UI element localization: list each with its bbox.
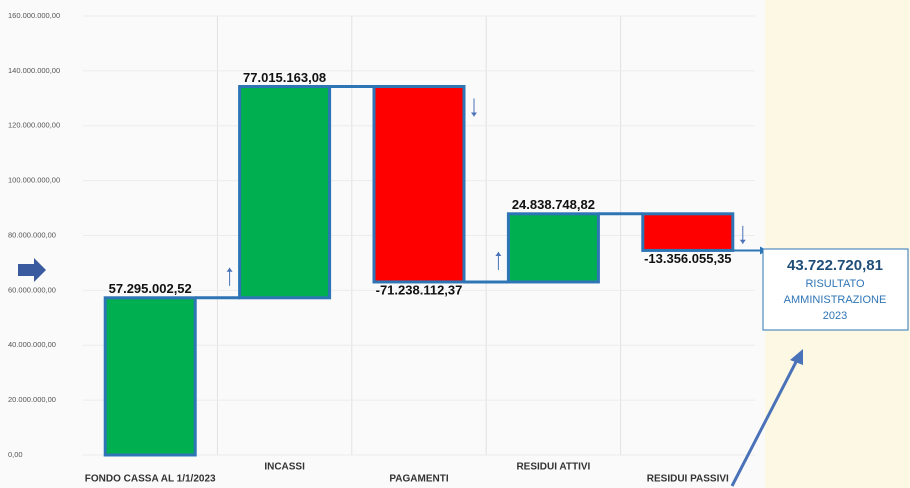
direction-arrow-head (495, 251, 502, 256)
y-tick-label: 100.000.000,00 (8, 176, 60, 185)
bar (238, 84, 332, 300)
pointer-line (730, 359, 799, 487)
result-text: AMMINISTRAZIONE (784, 294, 887, 306)
bar (641, 212, 735, 252)
bar (506, 212, 600, 284)
y-tick-label: 20.000.000,00 (8, 395, 56, 404)
direction-arrow-head (471, 112, 477, 117)
result-value: 43.722.720,81 (787, 257, 883, 274)
bar (372, 84, 466, 284)
x-tick-label: INCASSI (264, 462, 305, 473)
value-label: 24.838.748,82 (512, 197, 595, 212)
y-tick-label: 160.000.000,00 (8, 11, 60, 20)
x-tick-label: RESIDUI ATTIVI (516, 462, 590, 473)
y-tick-label: 120.000.000,00 (8, 121, 60, 130)
y-tick-label: 80.000.000,00 (8, 230, 56, 239)
value-label: -71.238.112,37 (376, 282, 463, 297)
bar (103, 296, 197, 457)
result-text: 2023 (823, 310, 847, 322)
value-label: -13.356.055,35 (644, 251, 731, 266)
decor-panel (765, 0, 910, 488)
y-tick-label: 40.000.000,00 (8, 340, 56, 349)
y-tick-label: 140.000.000,00 (8, 66, 60, 75)
result-text: RISULTATO (805, 278, 865, 290)
direction-arrow-head (739, 239, 746, 244)
y-tick-label: 60.000.000,00 (8, 285, 56, 294)
pointer-head (790, 349, 803, 365)
result-box (762, 248, 909, 331)
value-label: 57.295.002,52 (109, 281, 192, 296)
direction-arrow-head (226, 267, 233, 272)
value-label: 77.015.163,08 (243, 70, 326, 85)
y-tick-label: 0,00 (8, 450, 23, 459)
x-tick-label: FONDO CASSA AL 1/1/2023 (85, 474, 216, 485)
pointer-arrow (18, 258, 46, 282)
x-tick-label: RESIDUI PASSIVI (647, 474, 729, 485)
x-tick-label: PAGAMENTI (389, 474, 448, 485)
plot: 0,00 20.000.000,00 40.000.000,00 60.000.000… (8, 11, 767, 485)
